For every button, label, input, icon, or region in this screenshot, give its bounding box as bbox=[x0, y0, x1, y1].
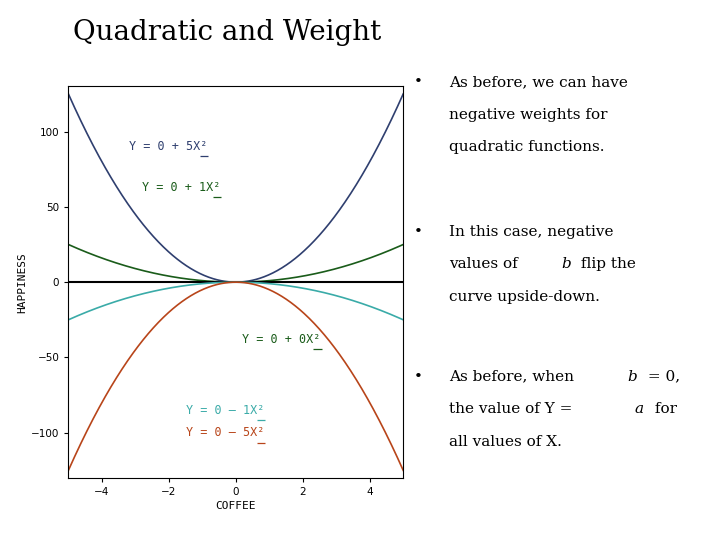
Text: As before, when: As before, when bbox=[449, 370, 579, 384]
Text: for: for bbox=[649, 402, 677, 416]
Text: flip the: flip the bbox=[577, 257, 636, 271]
Y-axis label: HAPPINESS: HAPPINESS bbox=[17, 252, 27, 313]
Text: b: b bbox=[627, 370, 637, 384]
Text: values of: values of bbox=[449, 257, 523, 271]
Text: curve upside-down.: curve upside-down. bbox=[449, 290, 600, 304]
Text: As before, we can have: As before, we can have bbox=[449, 75, 628, 89]
Text: a: a bbox=[634, 402, 644, 416]
Text: Quadratic and Weight: Quadratic and Weight bbox=[73, 19, 381, 46]
Text: Y = 0 + 5X²: Y = 0 + 5X² bbox=[129, 140, 207, 153]
Text: Y = 0 – 1X²: Y = 0 – 1X² bbox=[186, 403, 264, 417]
Text: = 0,: = 0, bbox=[643, 370, 680, 384]
Text: all values of X.: all values of X. bbox=[449, 435, 562, 449]
Text: Y = 0 – 5X²: Y = 0 – 5X² bbox=[186, 426, 264, 439]
Text: •: • bbox=[414, 75, 423, 89]
Text: In this case, negative: In this case, negative bbox=[449, 225, 613, 239]
Text: Y = 0 + 1X²: Y = 0 + 1X² bbox=[142, 181, 220, 194]
Text: quadratic functions.: quadratic functions. bbox=[449, 140, 605, 154]
Text: b: b bbox=[562, 257, 571, 271]
Text: •: • bbox=[414, 370, 423, 384]
X-axis label: COFFEE: COFFEE bbox=[215, 501, 256, 511]
Text: Y = 0 + 0X²: Y = 0 + 0X² bbox=[243, 333, 321, 346]
Text: •: • bbox=[414, 225, 423, 239]
Text: negative weights for: negative weights for bbox=[449, 107, 608, 122]
Text: the value of Y =: the value of Y = bbox=[449, 402, 577, 416]
